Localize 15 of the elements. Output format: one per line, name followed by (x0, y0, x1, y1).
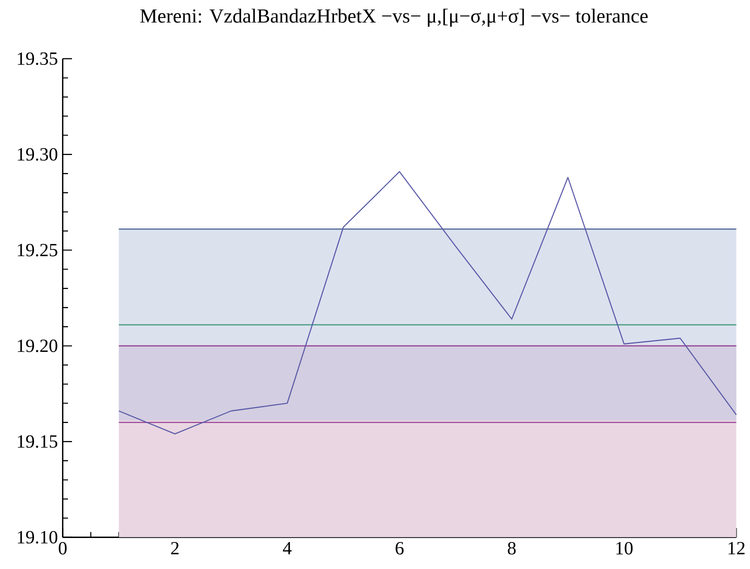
line-series (118, 171, 737, 434)
x-tick-label: 8 (508, 542, 516, 554)
chart-title: Mereni: VzdalBandazHrbetX −vs− μ,[μ−σ,μ+σ] −vs− tolerance (140, 8, 648, 27)
x-tick-label: 6 (396, 542, 404, 554)
y-tick-label: 19.25 (18, 244, 58, 256)
x-tick-label: 12 (728, 542, 745, 554)
y-tick-label: 19.20 (18, 339, 58, 352)
y-tick-label: 19.10 (18, 530, 58, 544)
y-tick-label: 19.15 (18, 435, 58, 448)
x-tick-label: 10 (616, 542, 633, 554)
y-tick-label: 19.30 (18, 148, 58, 161)
x-tick-label: 2 (171, 542, 179, 554)
x-tick-label: 0 (58, 542, 67, 554)
x-tick-label: 4 (282, 542, 292, 554)
y-tick-label: 19.35 (18, 52, 58, 65)
